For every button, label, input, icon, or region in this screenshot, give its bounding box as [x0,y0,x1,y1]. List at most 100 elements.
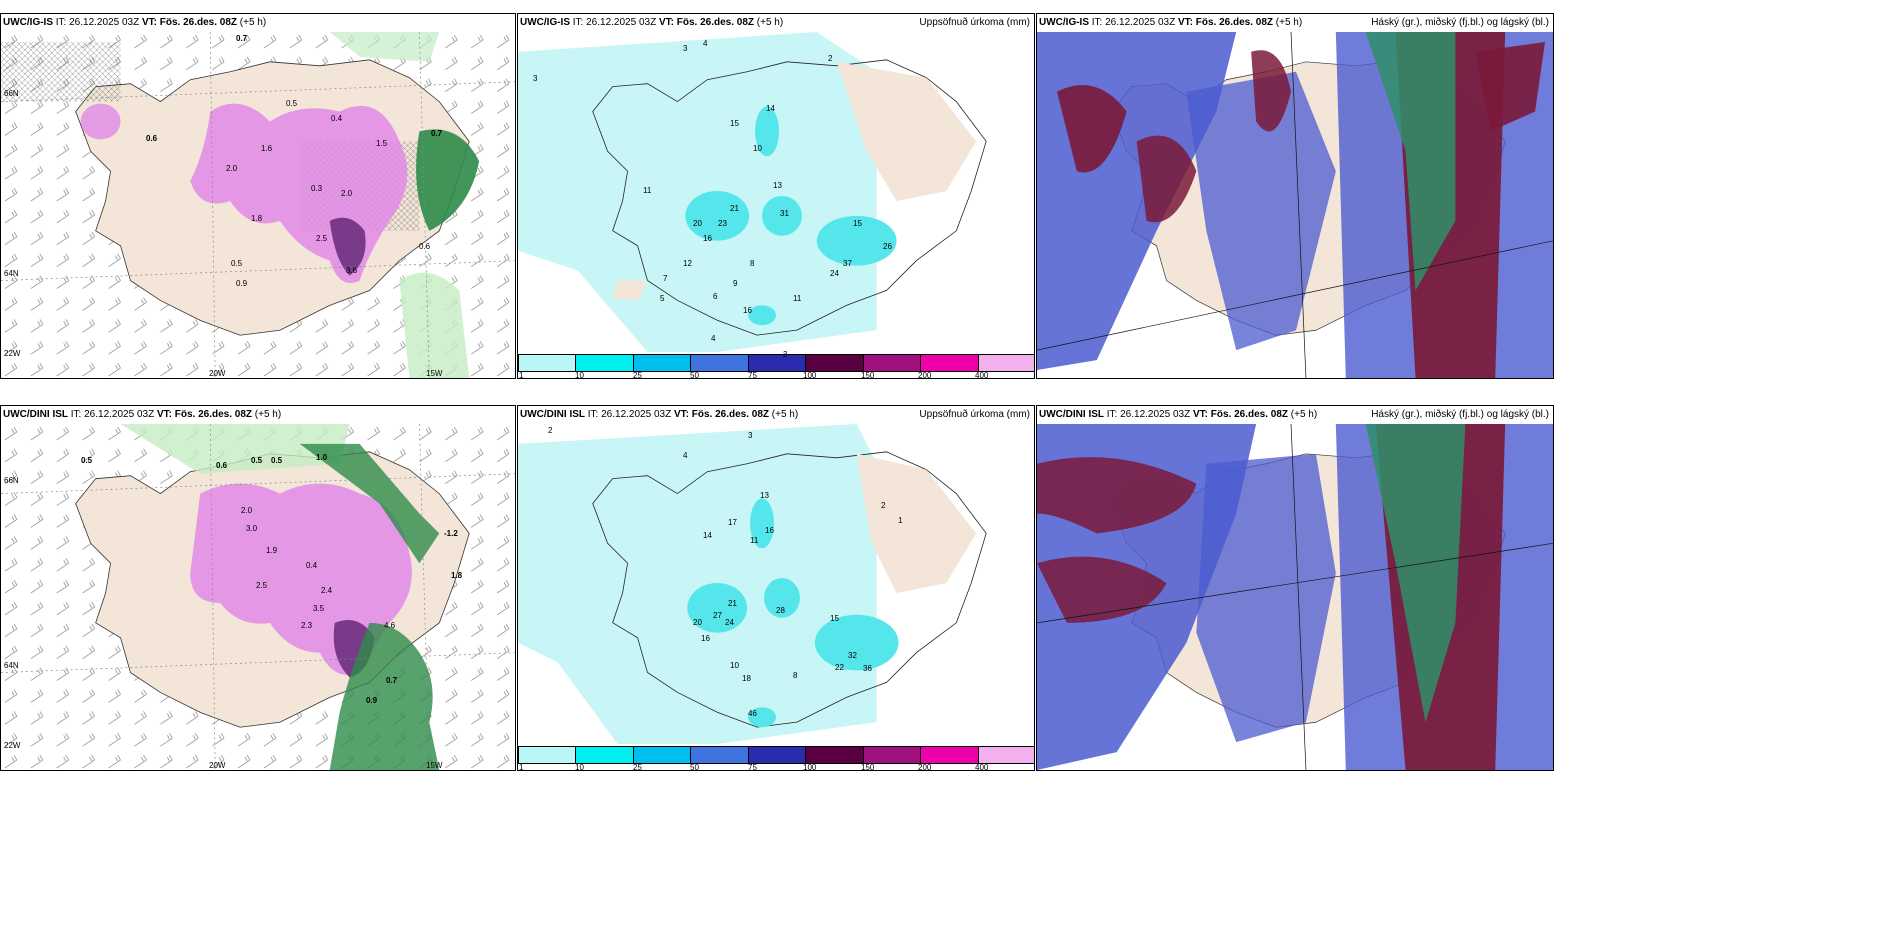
valid-time: Fös. 26.des. 08Z [1195,17,1274,28]
iceland-land [592,451,987,728]
colorbar-tick: 75 [748,371,757,379]
model-name: UWC/IG-IS [520,17,570,28]
colorbar-swatch [978,747,1034,763]
panel-title: Háský (gr.), miðský (fj.bl.) og lágský (… [1371,17,1549,28]
value-label: 2.0 [341,189,353,198]
init-time: 26.12.2025 03Z [84,409,155,420]
map-area [1,424,515,770]
value-label: 12 [683,259,692,268]
value-label: 20 [693,618,702,627]
map-area [518,32,1034,352]
lat-label: 64N [4,269,19,278]
colorbar-tick: 10 [575,371,584,379]
value-label: 15 [730,119,739,128]
colorbar-tick: 1 [519,371,524,379]
init-time: 26.12.2025 03Z [601,409,672,420]
colorbar-swatch [748,355,807,371]
value-label: 21 [730,204,739,213]
panel-title: Uppsöfnuð úrkoma (mm) [919,17,1030,28]
colorbar-swatch [806,355,864,371]
value-label: 0.6 [419,242,431,251]
value-label: 8 [793,671,798,680]
value-label: 1 [898,516,903,525]
value-label: 10 [753,144,762,153]
lead-time: (+5 h) [254,409,282,420]
lead-time: (+5 h) [1275,17,1303,28]
value-label: 2.0 [226,164,238,173]
map-panel-top-right: UWC/IG-IS IT: 26.12.2025 03Z VT: Fös. 26… [1036,13,1554,379]
precip-wind-map [1,32,515,378]
lead-time: (+5 h) [1290,409,1318,420]
panel-header: UWC/DINI ISL IT: 26.12.2025 03Z VT: Fös.… [518,406,1034,424]
value-label: 0.7 [431,129,443,138]
init-time: 26.12.2025 03Z [586,17,657,28]
value-label: 2.3 [301,621,313,630]
colorbar-tick: 200 [918,763,932,771]
init-time: 26.12.2025 03Z [69,17,140,28]
map-area [1037,424,1553,770]
value-label: 13 [773,181,782,190]
valid-label: VT: [673,409,689,420]
init-label: IT: [1106,409,1118,420]
value-label: 1.0 [316,453,328,462]
value-label: 0.6 [146,134,158,143]
init-label: IT: [587,409,599,420]
value-label: 3 [683,44,688,53]
precip-wind-map [1,424,515,770]
colorbar-swatch [576,747,634,763]
colorbar-swatch [921,747,979,763]
colorbar-swatch [576,355,634,371]
valid-label: VT: [1192,409,1208,420]
value-label: 0.9 [236,279,248,288]
colorbar-tick: 75 [748,763,757,771]
panel-title: Uppsöfnuð úrkoma (mm) [919,409,1030,420]
colorbar-swatch [806,747,864,763]
lat-label: 66N [4,89,19,98]
value-label: 1.9 [266,546,278,555]
colorbar-tick: 150 [861,371,875,379]
init-time: 26.12.2025 03Z [1120,409,1191,420]
init-label: IT: [55,17,67,28]
value-label: 2.5 [316,234,328,243]
model-name: UWC/DINI ISL [1039,409,1104,420]
rain-area [416,129,480,231]
value-label: 16 [701,634,710,643]
colorbar-tick: 200 [918,371,932,379]
colorbar-swatch [863,355,922,371]
value-label: 4.6 [384,621,396,630]
colorbar-swatch [633,355,692,371]
lon-label: 15W [426,369,443,378]
value-label: 0.4 [331,114,343,123]
value-label: 9 [733,279,738,288]
lon-label: 15W [426,761,443,770]
value-label: 1.6 [261,144,273,153]
map-area [1037,32,1553,378]
model-name: UWC/DINI ISL [520,409,585,420]
value-label: 4 [703,39,708,48]
valid-label: VT: [156,409,172,420]
lead-time: (+5 h) [756,17,784,28]
value-label: 26 [883,242,892,251]
valid-label: VT: [658,17,674,28]
value-label: 3.0 [246,524,258,533]
model-name: UWC/DINI ISL [3,409,68,420]
value-label: 3.5 [313,604,325,613]
colorbar-tick: 150 [861,763,875,771]
map-panel-top-mid: UWC/IG-IS IT: 26.12.2025 03Z VT: Fös. 26… [517,13,1035,379]
lat-label: 22W [4,349,21,358]
value-label: 36 [863,664,872,673]
value-label: 20 [693,219,702,228]
valid-time: Fös. 26.des. 08Z [691,409,770,420]
colorbar-tick: 400 [975,371,989,379]
valid-time: Fös. 26.des. 08Z [1210,409,1289,420]
map-area [1,32,515,378]
value-label: 0.4 [306,561,318,570]
accumulated-precip-map [518,32,1034,352]
value-label: 21 [728,599,737,608]
cloud-cover-map [1037,424,1553,770]
value-label: 7 [663,274,668,283]
map-panel-bottom-left: UWC/DINI ISL IT: 26.12.2025 03Z VT: Fös.… [0,405,516,771]
colorbar-swatch [691,355,749,371]
value-label: 6 [713,292,718,301]
rain-area [329,622,440,770]
